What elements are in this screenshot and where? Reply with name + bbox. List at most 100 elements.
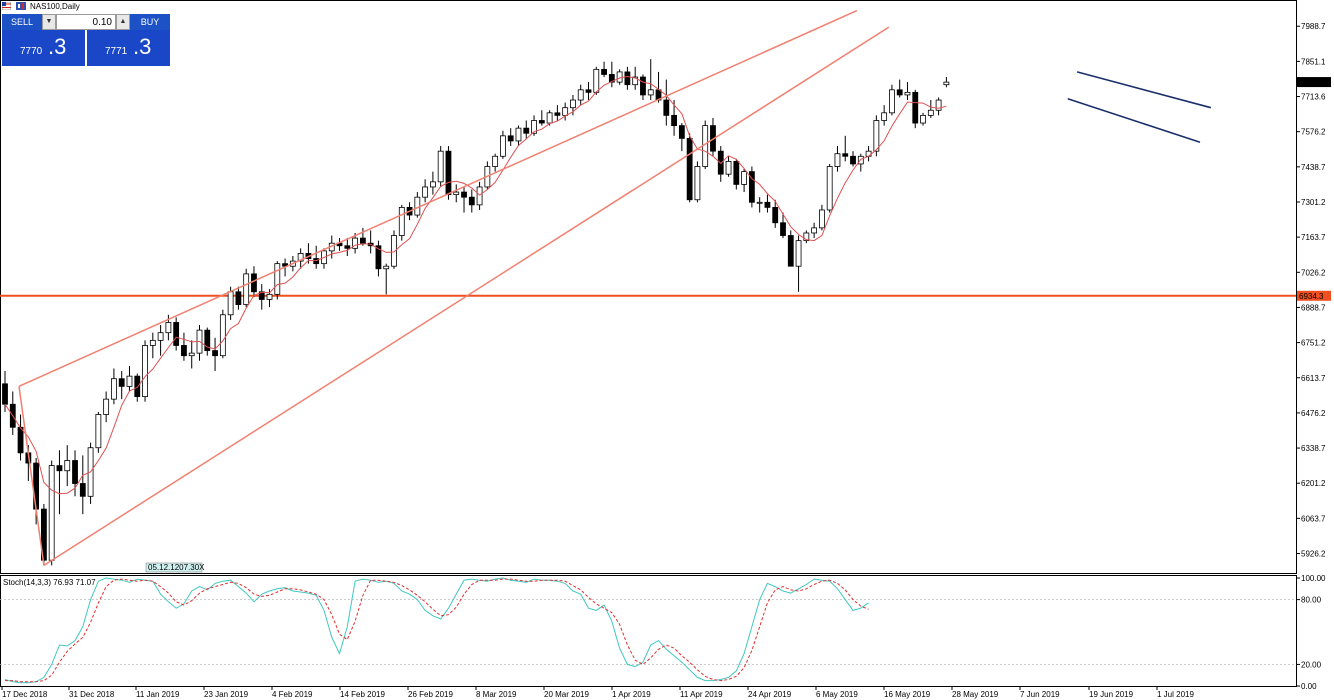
time-axis-label: 20 Mar 2019 bbox=[544, 690, 589, 699]
price-axis-label: 6613.7 bbox=[1301, 374, 1326, 383]
candle bbox=[803, 232, 810, 242]
candle bbox=[717, 150, 724, 175]
candle bbox=[274, 263, 281, 295]
candle bbox=[48, 465, 55, 561]
candle bbox=[741, 171, 747, 185]
candle bbox=[297, 253, 304, 262]
candle bbox=[663, 99, 670, 116]
one-click-trading-panel: SELL ▼ ▲ BUY 7770 .3 7771 .3 bbox=[2, 14, 170, 66]
candle bbox=[577, 89, 584, 101]
candle bbox=[258, 291, 265, 300]
lot-decrease-icon[interactable]: ▼ bbox=[42, 14, 56, 30]
candle bbox=[157, 332, 164, 341]
candle bbox=[56, 465, 63, 472]
candle bbox=[624, 71, 631, 86]
time-axis-label: 4 Feb 2019 bbox=[272, 690, 313, 699]
candle bbox=[227, 291, 234, 316]
candle bbox=[243, 273, 250, 305]
candle bbox=[352, 237, 359, 249]
candle bbox=[943, 81, 950, 86]
us-flag-icon bbox=[2, 2, 11, 10]
candle bbox=[640, 76, 646, 96]
buy-button[interactable]: BUY bbox=[130, 14, 170, 30]
candle bbox=[608, 74, 615, 83]
current-price-tag bbox=[1297, 77, 1331, 88]
lower-wedge-trendline bbox=[43, 26, 890, 566]
time-axis-label: 8 Mar 2019 bbox=[476, 690, 517, 699]
candle bbox=[103, 398, 110, 415]
candle bbox=[492, 155, 499, 167]
lot-size-input[interactable] bbox=[56, 14, 116, 30]
channel-lower-line bbox=[1067, 97, 1201, 143]
lot-increase-icon[interactable]: ▲ bbox=[116, 14, 130, 30]
candle bbox=[2, 383, 8, 405]
price-axis-label: 6201.2 bbox=[1301, 479, 1326, 488]
candle bbox=[398, 207, 405, 236]
candle bbox=[686, 137, 693, 201]
sell-price-button[interactable]: 7770 .3 bbox=[2, 30, 85, 66]
time-axis-label: 26 Feb 2019 bbox=[408, 690, 453, 699]
candle bbox=[134, 375, 141, 397]
wedge-start-connector bbox=[18, 386, 45, 566]
candle bbox=[118, 378, 125, 387]
candle bbox=[834, 153, 841, 167]
crosshair-tooltip bbox=[145, 562, 203, 573]
time-axis-label: 14 Feb 2019 bbox=[340, 690, 385, 699]
price-axis-label: 6063.7 bbox=[1301, 514, 1326, 523]
candle bbox=[72, 460, 78, 484]
candle bbox=[64, 460, 71, 472]
time-axis-label: 11 Apr 2019 bbox=[680, 690, 723, 699]
chart-type-icon bbox=[16, 2, 26, 10]
candle bbox=[126, 375, 133, 387]
candle bbox=[429, 181, 436, 188]
candle bbox=[554, 112, 561, 116]
candle bbox=[912, 91, 919, 124]
candle bbox=[344, 245, 351, 249]
candle bbox=[787, 235, 794, 267]
time-axis-label: 11 Jan 2019 bbox=[136, 690, 180, 699]
price-axis-label: 7713.6 bbox=[1301, 93, 1326, 102]
candle bbox=[671, 114, 677, 127]
candle bbox=[453, 191, 460, 196]
stoch-main-line bbox=[4, 577, 869, 684]
candle bbox=[772, 207, 779, 224]
candle bbox=[546, 112, 553, 124]
candle bbox=[468, 196, 475, 206]
moving-average-line bbox=[4, 75, 947, 495]
candle bbox=[507, 135, 514, 142]
candle bbox=[391, 235, 397, 267]
candle bbox=[733, 160, 740, 185]
price-axis-label: 5926.2 bbox=[1301, 550, 1326, 559]
price-axis-label: 6888.7 bbox=[1301, 303, 1326, 312]
candle bbox=[593, 68, 600, 93]
price-axis-label: 7301.2 bbox=[1301, 198, 1326, 207]
main-chart-frame bbox=[0, 0, 1297, 574]
candle bbox=[212, 350, 218, 357]
candle bbox=[181, 345, 187, 357]
price-axis-label: 7163.7 bbox=[1301, 233, 1326, 242]
candle bbox=[570, 99, 576, 109]
candle bbox=[437, 150, 444, 183]
candle bbox=[725, 160, 732, 175]
price-axis-label: 6338.7 bbox=[1301, 444, 1326, 453]
candle bbox=[694, 166, 701, 201]
sell-button[interactable]: SELL bbox=[2, 14, 42, 30]
candle bbox=[95, 414, 102, 449]
candle bbox=[920, 114, 926, 124]
chart-title: NAS100,Daily bbox=[30, 2, 80, 11]
buy-price-minor: .3 bbox=[133, 34, 152, 59]
candle bbox=[647, 89, 654, 96]
sell-price-major: 7770 bbox=[20, 46, 43, 57]
price-axis-label: 7988.7 bbox=[1301, 22, 1326, 31]
candle bbox=[585, 89, 592, 93]
time-axis-label: 6 May 2019 bbox=[816, 690, 858, 699]
buy-price-button[interactable]: 7771 .3 bbox=[87, 30, 170, 66]
candle bbox=[461, 191, 467, 198]
candle bbox=[764, 201, 771, 208]
candle bbox=[523, 127, 530, 134]
price-axis-label: 6476.2 bbox=[1301, 409, 1326, 418]
candle bbox=[935, 99, 942, 111]
price-axis-label: 7576.2 bbox=[1301, 128, 1326, 137]
